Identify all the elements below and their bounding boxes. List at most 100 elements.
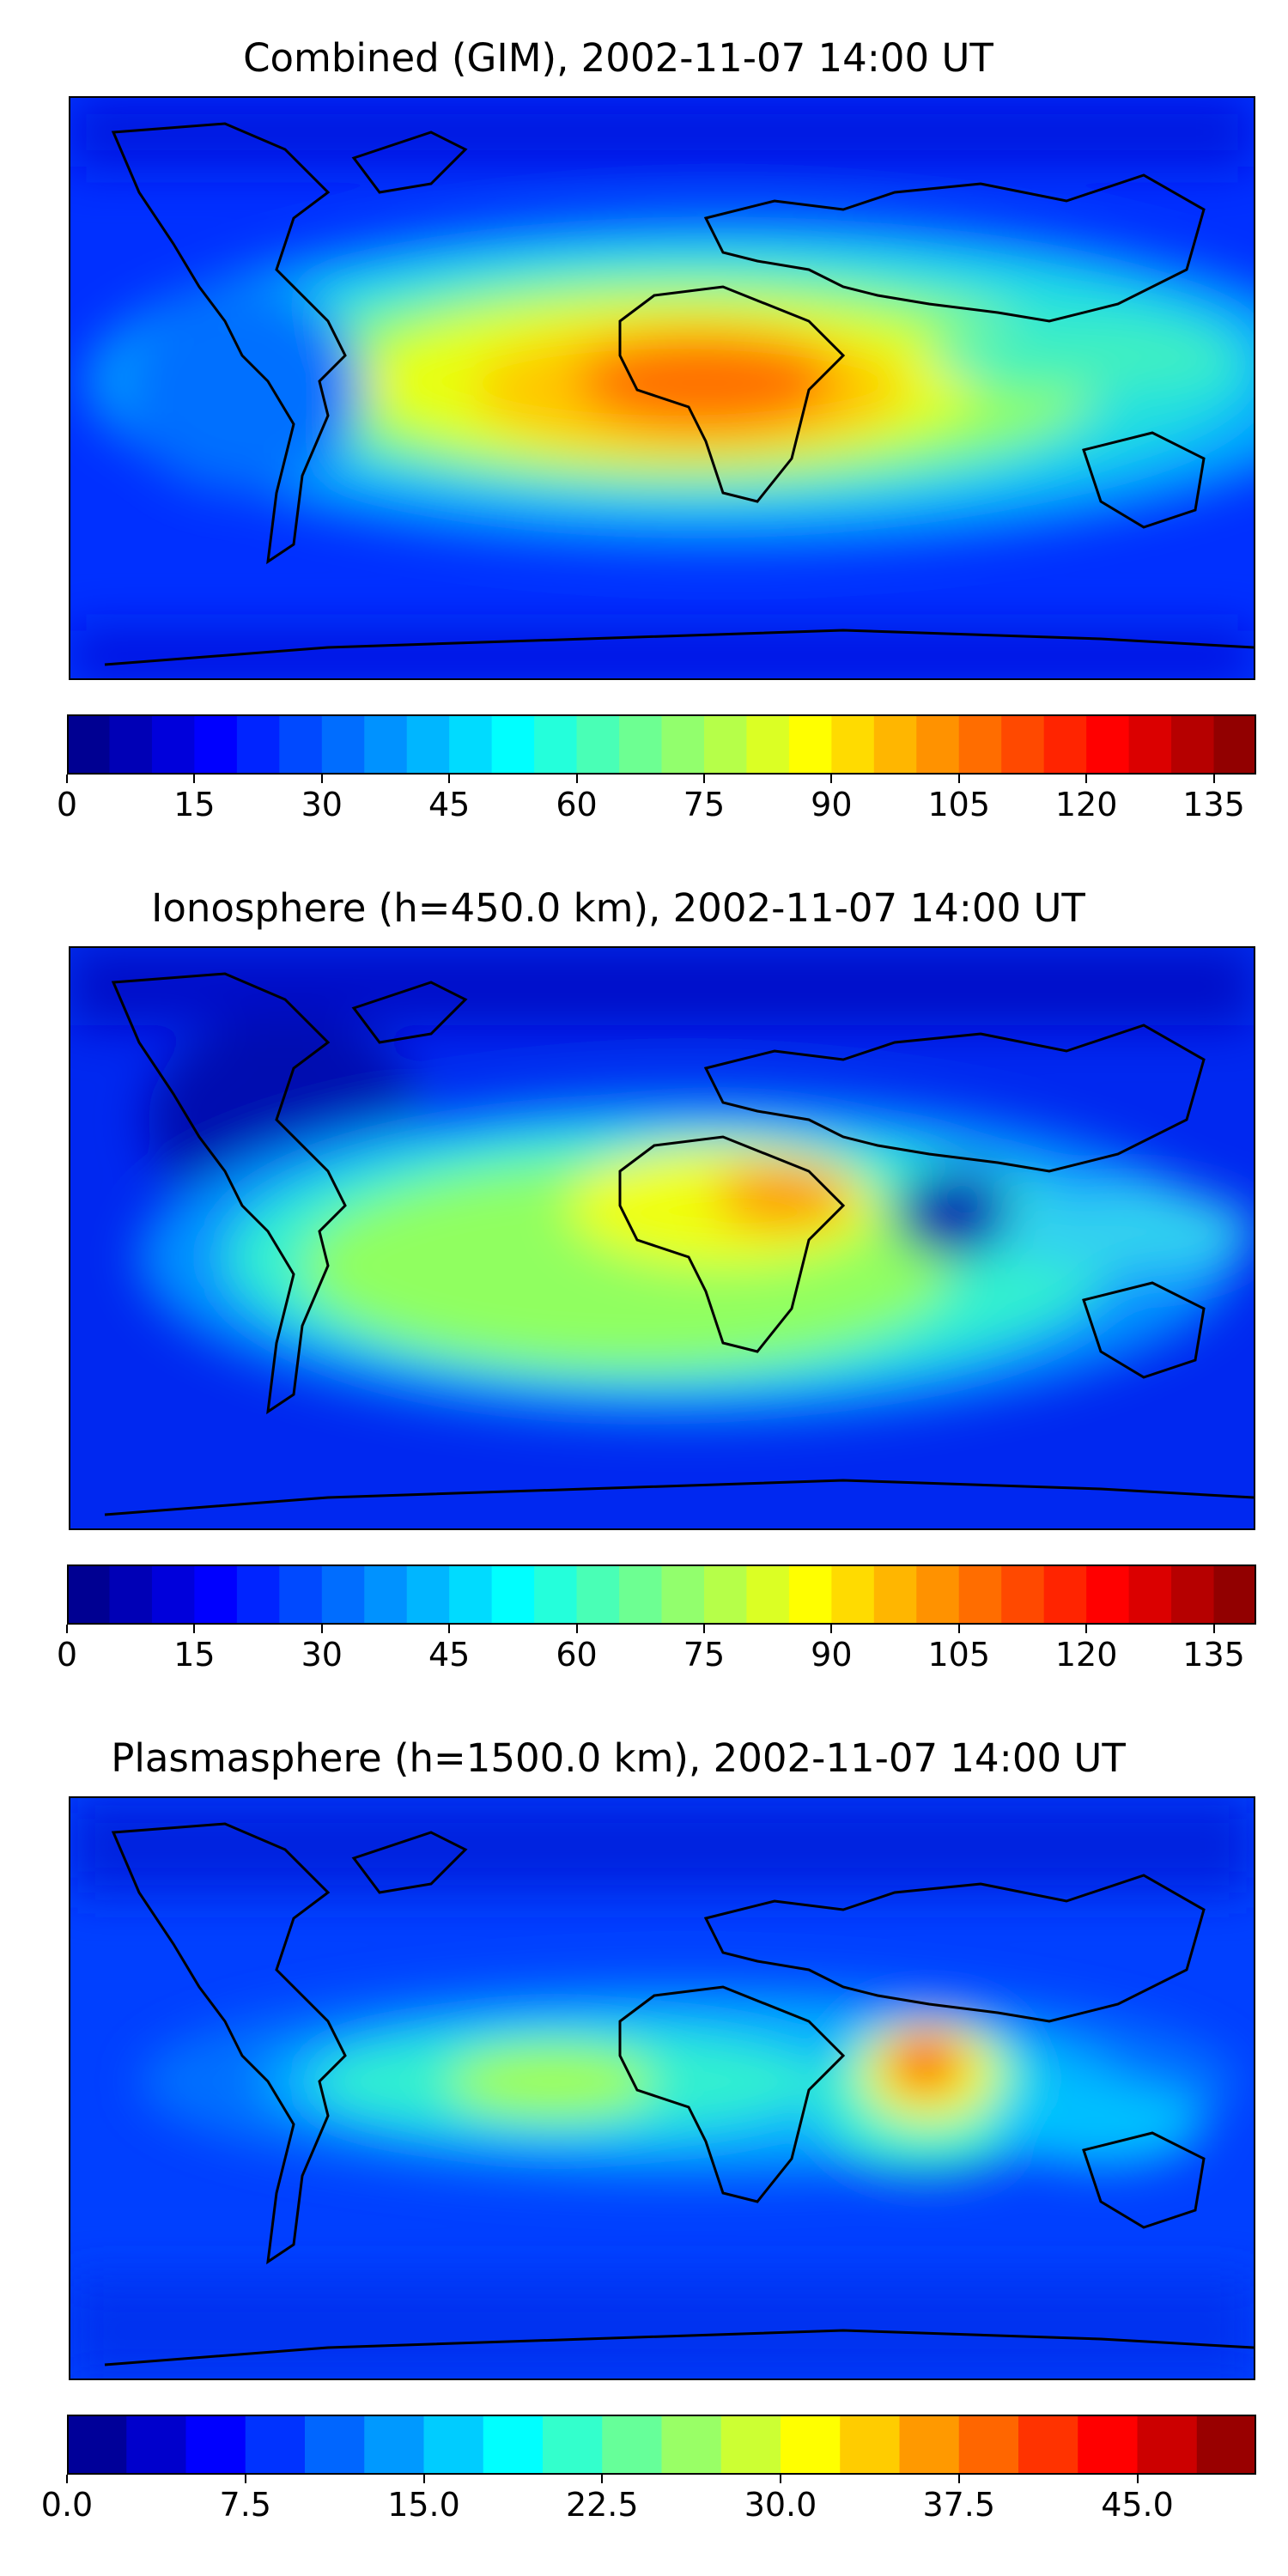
colorbar-segment bbox=[1018, 2415, 1078, 2475]
colorbar-segment bbox=[916, 1564, 960, 1625]
plasmasphere-colorbar-ticks: 0.0 7.5 15.0 22.5 30.0 37.5 45.0 bbox=[0, 2475, 1288, 2543]
colorbar-tick-mark bbox=[780, 2475, 781, 2483]
colorbar-segment bbox=[746, 714, 790, 775]
colorbar-tick-mark bbox=[1085, 775, 1088, 783]
ionosphere-map bbox=[69, 946, 1255, 1530]
combined-gim-map bbox=[69, 96, 1255, 680]
colorbar-segment bbox=[1086, 1564, 1130, 1625]
colorbar-segment bbox=[746, 1564, 790, 1625]
colorbar-tick-label: 105 bbox=[927, 786, 991, 823]
plasmasphere-colorbar bbox=[67, 2415, 1256, 2475]
colorbar-segment bbox=[1171, 1564, 1215, 1625]
colorbar-tick-label: 45.0 bbox=[1101, 2486, 1174, 2524]
colorbar-segment bbox=[406, 714, 450, 775]
colorbar-tick-mark bbox=[957, 775, 960, 783]
colorbar-segment bbox=[126, 2415, 187, 2475]
colorbar-segment bbox=[703, 714, 748, 775]
colorbar-segment bbox=[1086, 714, 1130, 775]
colorbar-segment bbox=[364, 2415, 425, 2475]
colorbar-segment bbox=[1137, 2415, 1198, 2475]
colorbar-segment bbox=[109, 714, 153, 775]
colorbar-segment bbox=[279, 1564, 323, 1625]
colorbar-tick-label: 135 bbox=[1182, 1636, 1245, 1674]
colorbar-segment bbox=[661, 2415, 722, 2475]
colorbar-tick-label: 75 bbox=[683, 1636, 726, 1674]
colorbar-tick-mark bbox=[244, 2475, 246, 2483]
colorbar-segment bbox=[449, 714, 493, 775]
colorbar-segment bbox=[151, 1564, 195, 1625]
colorbar-tick-label: 105 bbox=[927, 1636, 991, 1674]
colorbar-segment bbox=[364, 714, 408, 775]
colorbar-segment bbox=[1171, 714, 1215, 775]
colorbar-tick-mark bbox=[1212, 1625, 1215, 1633]
colorbar-tick-mark bbox=[702, 775, 705, 783]
colorbar-tick-mark bbox=[448, 775, 451, 783]
colorbar-tick-label: 22.5 bbox=[565, 2486, 639, 2524]
colorbar-tick-mark bbox=[575, 775, 578, 783]
colorbar-tick-label: 37.5 bbox=[922, 2486, 996, 2524]
colorbar-tick-label: 30 bbox=[301, 1636, 343, 1674]
colorbar-segment bbox=[321, 714, 365, 775]
colorbar-tick-label: 45 bbox=[428, 786, 471, 823]
colorbar-segment bbox=[543, 2415, 603, 2475]
colorbar-segment bbox=[873, 1564, 917, 1625]
colorbar-segment bbox=[1213, 1564, 1256, 1625]
colorbar-segment bbox=[831, 714, 875, 775]
colorbar-segment bbox=[1196, 2415, 1256, 2475]
colorbar-segment bbox=[1043, 714, 1087, 775]
colorbar-segment bbox=[1128, 714, 1172, 775]
colorbar-tick-mark bbox=[830, 775, 833, 783]
colorbar-segment bbox=[194, 714, 238, 775]
colorbar-segment bbox=[305, 2415, 365, 2475]
colorbar-tick-label: 45 bbox=[428, 1636, 471, 1674]
colorbar-segment bbox=[67, 714, 111, 775]
colorbar-segment bbox=[449, 1564, 493, 1625]
colorbar-tick-mark bbox=[1212, 775, 1215, 783]
colorbar-tick-mark bbox=[66, 2475, 68, 2483]
coastlines bbox=[104, 122, 1254, 666]
colorbar-tick-mark bbox=[422, 2475, 425, 2483]
colorbar-segment bbox=[576, 714, 620, 775]
panel-3-title: Plasmasphere (h=1500.0 km), 2002-11-07 1… bbox=[111, 1735, 1126, 1781]
colorbar-segment bbox=[958, 2415, 1019, 2475]
colorbar-segment bbox=[619, 1564, 663, 1625]
colorbar-segment bbox=[245, 2415, 306, 2475]
colorbar-segment bbox=[831, 1564, 875, 1625]
colorbar-segment bbox=[1078, 2415, 1139, 2475]
colorbar-segment bbox=[619, 714, 663, 775]
colorbar-segment bbox=[534, 714, 578, 775]
colorbar-tick-mark bbox=[320, 1625, 323, 1633]
colorbar-tick-label: 0.0 bbox=[40, 2486, 94, 2524]
colorbar-segment bbox=[279, 714, 323, 775]
colorbar-tick-label: 90 bbox=[811, 1636, 853, 1674]
colorbar-tick-label: 120 bbox=[1054, 1636, 1118, 1674]
colorbar-tick-label: 7.5 bbox=[219, 2486, 271, 2524]
colorbar-segment bbox=[788, 1564, 832, 1625]
colorbar-segment bbox=[1001, 1564, 1045, 1625]
colorbar-tick-label: 30 bbox=[301, 786, 343, 823]
colorbar-tick-mark bbox=[830, 1625, 833, 1633]
colorbar-segment bbox=[423, 2415, 484, 2475]
colorbar-tick-mark bbox=[193, 1625, 196, 1633]
colorbar-segment bbox=[576, 1564, 620, 1625]
colorbar-tick-mark bbox=[66, 775, 68, 783]
colorbar-tick-label: 90 bbox=[811, 786, 853, 823]
colorbar-tick-label: 135 bbox=[1182, 786, 1245, 823]
combined-gim-colorbar-ticks: 0 15 30 45 60 75 90 105 120 135 bbox=[0, 775, 1288, 843]
colorbar-segment bbox=[534, 1564, 578, 1625]
colorbar-tick-mark bbox=[448, 1625, 451, 1633]
colorbar-segment bbox=[406, 1564, 450, 1625]
colorbar-segment bbox=[491, 1564, 535, 1625]
colorbar-tick-mark bbox=[193, 775, 196, 783]
colorbar-segment bbox=[1128, 1564, 1172, 1625]
colorbar-tick-mark bbox=[1136, 2475, 1139, 2483]
colorbar-segment bbox=[321, 1564, 365, 1625]
colorbar-segment bbox=[67, 2415, 127, 2475]
colorbar-segment bbox=[916, 714, 960, 775]
colorbar-segment bbox=[491, 714, 535, 775]
combined-gim-map-canvas bbox=[70, 98, 1254, 678]
colorbar-tick-label: 60 bbox=[556, 786, 598, 823]
coastlines bbox=[104, 972, 1254, 1516]
colorbar-segment bbox=[602, 2415, 663, 2475]
colorbar-tick-label: 60 bbox=[556, 1636, 598, 1674]
